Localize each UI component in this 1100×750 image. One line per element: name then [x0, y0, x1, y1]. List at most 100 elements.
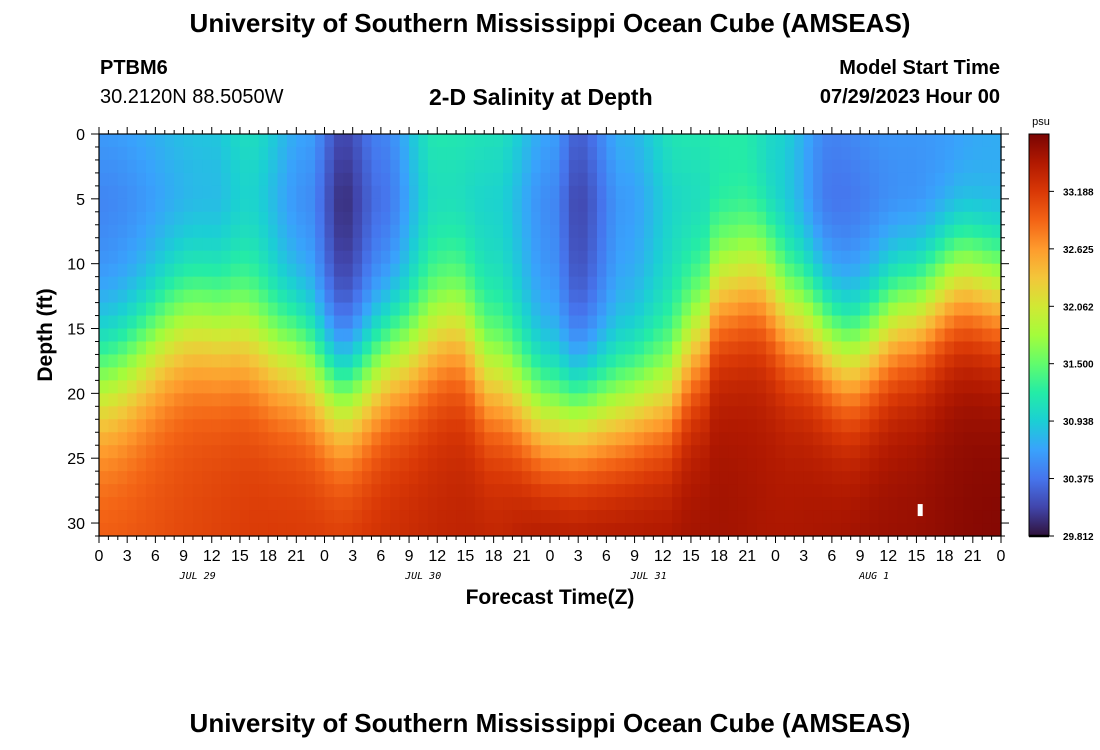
heatmap-cell — [803, 471, 814, 485]
heatmap-cell — [700, 471, 711, 485]
heatmap-cell — [982, 315, 993, 330]
heatmap-cell — [709, 341, 720, 356]
heatmap-cell — [352, 315, 363, 330]
heatmap-cell — [615, 211, 626, 226]
heatmap-cell — [211, 380, 222, 394]
heatmap-cell — [521, 380, 532, 394]
heatmap-cell — [503, 172, 514, 187]
heatmap-cell — [606, 172, 617, 187]
heatmap-cell — [662, 146, 673, 161]
heatmap-cell — [268, 172, 279, 187]
heatmap-cell — [813, 510, 824, 524]
heatmap-cell — [878, 198, 889, 213]
heatmap-cell — [352, 471, 363, 485]
heatmap-cell — [888, 432, 899, 446]
heatmap-cell — [521, 250, 532, 265]
heatmap-cell — [117, 341, 128, 356]
heatmap-cell — [474, 211, 485, 226]
heatmap-cell — [813, 263, 824, 278]
heatmap-cell — [700, 419, 711, 433]
heatmap-cell — [202, 354, 213, 369]
heatmap-cell — [916, 315, 927, 330]
heatmap-cell — [850, 367, 861, 381]
heatmap-cell — [709, 367, 720, 381]
heatmap-cell — [672, 159, 683, 174]
heatmap-cell — [568, 224, 579, 239]
heatmap-cell — [888, 315, 899, 330]
heatmap-cell — [390, 302, 401, 317]
heatmap-cell — [766, 432, 777, 446]
heatmap-cell — [446, 406, 457, 420]
heatmap-cell — [305, 367, 316, 381]
heatmap-cell — [954, 172, 965, 187]
heatmap-cell — [606, 328, 617, 343]
heatmap-cell — [850, 134, 861, 148]
heatmap-cell — [935, 367, 946, 381]
heatmap-cell — [192, 367, 203, 381]
heatmap-cell — [719, 445, 730, 459]
heatmap-cell — [493, 393, 504, 407]
heatmap-cell — [662, 315, 673, 330]
heatmap-cell — [925, 250, 936, 265]
heatmap-cell — [888, 250, 899, 265]
heatmap-cell — [888, 159, 899, 174]
heatmap-cell — [277, 198, 288, 213]
heatmap-cell — [813, 354, 824, 369]
heatmap-cell — [794, 185, 805, 200]
heatmap-cell — [606, 263, 617, 278]
heatmap-cell — [512, 263, 523, 278]
heatmap-cell — [878, 497, 889, 511]
heatmap-cell — [596, 263, 607, 278]
heatmap-cell — [935, 263, 946, 278]
heatmap-cell — [418, 406, 429, 420]
heatmap-cell — [108, 302, 119, 317]
heatmap-cell — [484, 432, 495, 446]
heatmap-cell — [831, 458, 842, 472]
heatmap-cell — [174, 134, 185, 148]
heatmap-cell — [399, 185, 410, 200]
heatmap-cell — [907, 380, 918, 394]
heatmap-cell — [803, 315, 814, 330]
heatmap-cell — [484, 497, 495, 511]
heatmap-cell — [296, 198, 307, 213]
heatmap-cell — [108, 134, 119, 148]
heatmap-cell — [625, 458, 636, 472]
heatmap-cell — [568, 380, 579, 394]
heatmap-cell — [202, 315, 213, 330]
heatmap-cell — [850, 432, 861, 446]
heatmap-cell — [390, 159, 401, 174]
heatmap-cell — [239, 484, 250, 498]
heatmap-cell — [258, 315, 269, 330]
heatmap-cell — [860, 134, 871, 148]
x-tick-label: 0 — [771, 548, 780, 565]
colorbar-tick-label: 30.375 — [1063, 475, 1094, 486]
heatmap-cell — [409, 523, 420, 537]
heatmap-cell — [390, 172, 401, 187]
heatmap-cell — [305, 497, 316, 511]
heatmap-cell — [606, 276, 617, 291]
heatmap-cell — [578, 198, 589, 213]
heatmap-cell — [822, 315, 833, 330]
heatmap-cell — [418, 497, 429, 511]
heatmap-cell — [775, 445, 786, 459]
heatmap-cell — [747, 289, 758, 304]
heatmap-cell — [653, 458, 664, 472]
heatmap-cell — [916, 302, 927, 317]
x-tick-label: 6 — [151, 548, 160, 565]
heatmap-cell — [352, 354, 363, 369]
x-tick-label: 3 — [348, 548, 357, 565]
heatmap-cell — [230, 419, 241, 433]
heatmap-cell — [531, 250, 542, 265]
heatmap-cell — [907, 224, 918, 239]
heatmap-cell — [794, 198, 805, 213]
heatmap-cell — [99, 302, 109, 317]
heatmap-cell — [944, 380, 955, 394]
heatmap-cell — [409, 185, 420, 200]
heatmap-cell — [878, 263, 889, 278]
heatmap-cell — [409, 458, 420, 472]
heatmap-cell — [878, 211, 889, 226]
heatmap-cell — [258, 224, 269, 239]
heatmap-cell — [775, 380, 786, 394]
heatmap-cell — [963, 134, 974, 148]
heatmap-cell — [972, 354, 983, 369]
